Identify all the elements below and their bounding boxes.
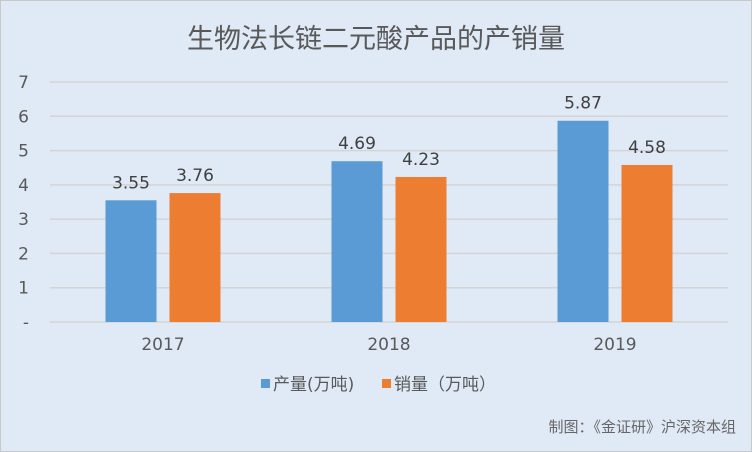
y-tick-label: 7 [18,73,29,93]
x-tick-label: 2018 [367,335,410,355]
x-tick-label: 2019 [593,335,636,355]
bar-production-2018 [331,161,383,322]
legend-swatch [382,379,391,388]
y-tick-label: 6 [18,107,29,127]
y-tick-label: 4 [18,176,29,196]
legend-label: 产量(万吨) [273,375,354,395]
chart-title: 生物法长链二元酸产品的产销量 [187,24,565,55]
data-label: 3.76 [176,166,214,186]
data-label: 4.69 [338,134,376,154]
y-tick-label: - [23,313,29,333]
legend-label: 销量（万吨） [394,375,496,395]
x-tick-label: 2017 [141,335,184,355]
data-label: 4.58 [628,138,666,158]
bar-sales-2019 [621,164,673,322]
bar-sales-2017 [169,193,221,322]
y-tick-label: 1 [18,279,29,299]
bar-production-2019 [557,120,609,322]
data-label: 5.87 [564,94,602,114]
bar-sales-2018 [395,176,447,322]
y-tick-label: 5 [18,142,29,162]
y-tick-label: 2 [18,244,29,264]
data-label: 4.23 [402,150,440,170]
data-label: 3.55 [112,173,150,193]
source-note: 制图：《金证研》沪深资本组 [548,418,736,436]
y-tick-label: 3 [18,210,29,230]
bar-production-2017 [105,200,157,322]
legend-swatch [261,379,270,388]
